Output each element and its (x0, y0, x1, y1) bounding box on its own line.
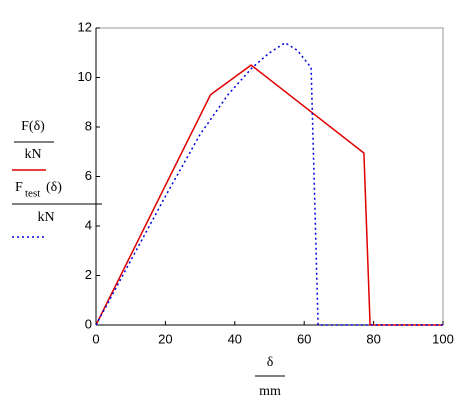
y-tick-label: 4 (85, 217, 92, 232)
y-tick-label: 8 (85, 118, 92, 133)
y-tick-label: 12 (78, 19, 92, 34)
x-tick-label: 0 (92, 331, 99, 346)
x-tick-label: 40 (228, 331, 242, 346)
x-tick-label: 60 (297, 331, 311, 346)
series-line (95, 64, 443, 326)
plot-frame (95, 27, 444, 326)
legend-unit: kN (37, 210, 54, 225)
legend-argument: (δ) (46, 180, 62, 195)
y-tick-label: 10 (78, 69, 92, 84)
y-tick-label: 2 (85, 267, 92, 282)
legend-unit: kN (24, 147, 41, 162)
y-tick-label: 0 (85, 316, 92, 331)
series-line (95, 41, 443, 326)
x-axis-label: δ (267, 355, 274, 370)
legend-label: F(δ) (21, 119, 45, 134)
x-axis-unit: mm (259, 384, 281, 399)
legend-label: F (15, 180, 23, 195)
x-tick-label: 80 (366, 331, 380, 346)
y-tick-label: 6 (85, 168, 92, 183)
legend-subscript: test (25, 188, 40, 200)
x-tick-label: 20 (158, 331, 172, 346)
x-tick-label: 100 (432, 331, 454, 346)
